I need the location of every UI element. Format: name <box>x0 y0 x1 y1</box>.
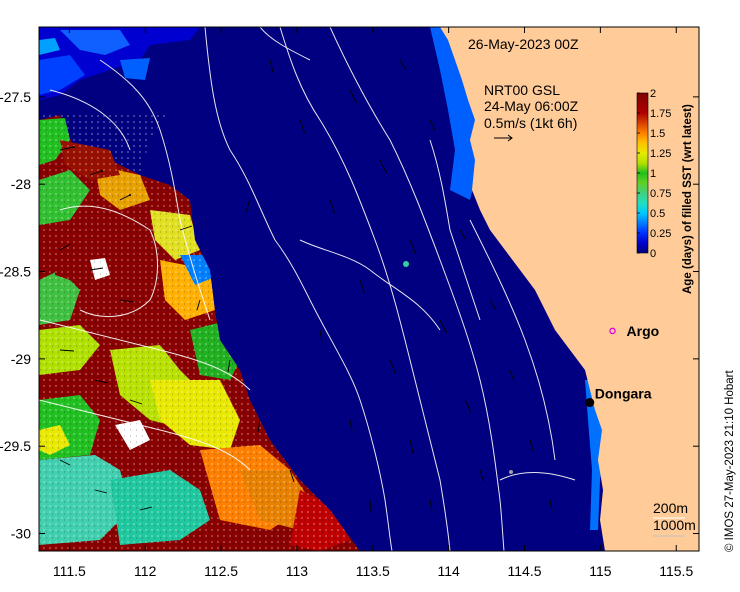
colorbar-tick-label: 1.75 <box>650 108 671 120</box>
x-axis: 111.5 112 112.5 113 113.5 114 114.5 115 115.5 <box>53 27 693 579</box>
place-label-dongara: Dongara <box>595 386 652 402</box>
y-tick-label: -29.5 <box>0 438 31 454</box>
current-time-label: 24-May 06:00Z <box>484 98 579 114</box>
colorbar-tick-label: 1.25 <box>650 148 671 160</box>
isobath-legend-shallow: 200m <box>653 500 688 516</box>
y-tick-label: -28 <box>11 176 31 192</box>
y-axis: -27.5 -28 -28.5 -29 -29.5 -30 <box>0 89 699 542</box>
colorbar-tick-label: 0 <box>650 248 656 260</box>
colorbar-tick-label: 0.75 <box>650 188 671 200</box>
plot-frame <box>38 26 700 552</box>
x-tick-label: 113.5 <box>356 563 390 579</box>
colorbar-tick-label: 1.5 <box>650 128 665 140</box>
place-marker-dongara <box>585 398 595 408</box>
x-tick-label: 114.5 <box>508 563 542 579</box>
isobath-legend-deep: 1000m <box>653 517 696 533</box>
current-product-label: NRT00 GSL <box>484 82 560 98</box>
x-tick-label: 115 <box>589 563 612 579</box>
isobath-contours <box>39 27 576 551</box>
colorbar-tick-label: 0.5 <box>650 208 665 220</box>
colorbar-tick-label: 1 <box>650 168 656 180</box>
x-tick-label: 114 <box>437 563 460 579</box>
timestamp-label: 26-May-2023 00Z <box>468 36 579 52</box>
sst-age-blue-patches <box>39 27 200 100</box>
x-tick-label: 112.5 <box>204 563 238 579</box>
colorbar-tick-label: 2 <box>650 88 656 100</box>
small-sst-feature <box>403 261 409 267</box>
x-tick-label: 111.5 <box>53 563 86 579</box>
x-tick-label: 115.5 <box>659 563 693 579</box>
colorbar-tick-label: 0.25 <box>650 228 671 240</box>
x-tick-label: 113 <box>286 563 309 579</box>
small-grey-feature <box>509 470 513 474</box>
place-marker-argo <box>609 327 616 335</box>
y-tick-label: -28.5 <box>0 264 31 280</box>
current-arrow-heads <box>73 101 447 453</box>
plot-area <box>39 27 699 551</box>
y-tick-label: -27.5 <box>0 89 31 105</box>
place-markers: Argo Dongara <box>585 323 660 408</box>
place-label-argo: Argo <box>627 323 660 339</box>
current-scale-label: 0.5m/s (1kt 6h) <box>484 115 577 131</box>
colorbar-title: Age (days) of filled SST (wrt latest) <box>682 104 694 294</box>
current-scale-arrow <box>494 134 513 142</box>
y-tick-label: -30 <box>11 526 31 542</box>
surface-current-arrows <box>59 59 553 513</box>
land-australia <box>440 27 699 551</box>
credit-label: © IMOS 27-May-2023 21:10 Hobart <box>724 369 736 552</box>
y-tick-label: -29 <box>11 351 31 367</box>
colorbar-ticks: 2 1.75 1.5 1.25 1 0.75 0.5 0.25 0 <box>637 88 671 260</box>
x-tick-label: 112 <box>134 563 157 579</box>
